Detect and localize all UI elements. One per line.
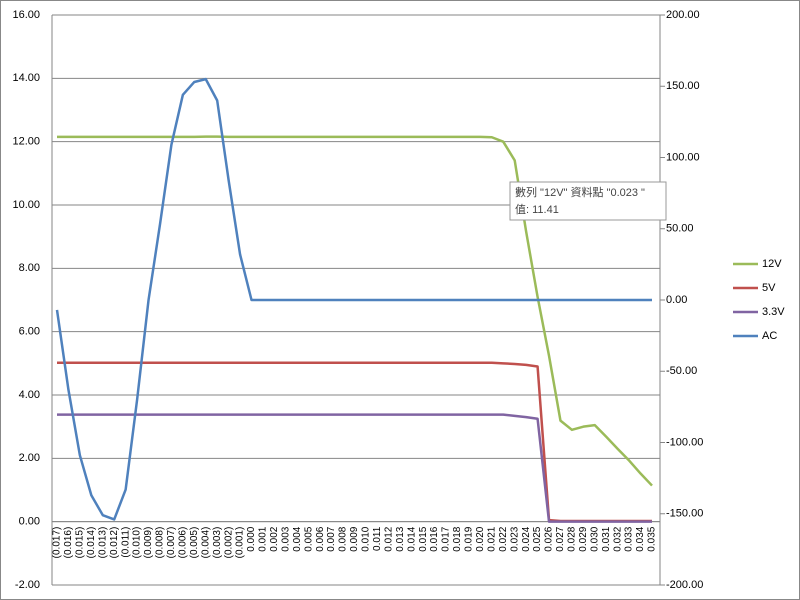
x-tick-label: (0.008) — [155, 527, 166, 559]
y-tick-label: 14.00 — [12, 72, 40, 84]
x-tick-label: (0.014) — [86, 527, 97, 559]
x-tick-label: 0.004 — [292, 526, 303, 551]
x-tick-label: 0.029 — [578, 526, 589, 551]
x-tick-label: 0.030 — [589, 526, 600, 551]
x-tick-label: (0.012) — [109, 527, 120, 559]
legend-label: 5V — [762, 282, 776, 294]
x-tick-label: 0.018 — [452, 526, 463, 551]
x-tick-label: (0.015) — [75, 527, 86, 559]
y2-tick-label: 100.00 — [666, 151, 700, 163]
y-tick-label: 8.00 — [19, 262, 40, 274]
legend-label: 3.3V — [762, 306, 785, 318]
x-tick-label: 0.019 — [464, 526, 475, 551]
y-tick-label: -2.00 — [15, 579, 40, 591]
x-tick-label: (0.009) — [143, 527, 154, 559]
x-tick-label: 0.032 — [612, 526, 623, 551]
y2-tick-label: -150.00 — [666, 508, 703, 520]
x-tick-label: (0.002) — [223, 527, 234, 559]
y-tick-label: 2.00 — [19, 452, 40, 464]
x-tick-label: (0.010) — [132, 527, 143, 559]
x-tick-label: 0.026 — [544, 526, 555, 551]
x-tick-label: 0.002 — [269, 526, 280, 551]
x-tick-label: 0.033 — [624, 526, 635, 551]
y2-tick-label: -200.00 — [666, 579, 703, 591]
x-tick-label: 0.006 — [315, 526, 326, 551]
x-tick-label: (0.007) — [166, 527, 177, 559]
y-tick-label: 16.00 — [12, 9, 40, 21]
x-tick-label: 0.007 — [326, 526, 337, 551]
x-tick-label: 0.008 — [338, 526, 349, 551]
x-tick-label: 0.017 — [441, 526, 452, 551]
y2-tick-label: -50.00 — [666, 365, 697, 377]
x-tick-label: (0.003) — [212, 527, 223, 559]
x-tick-label: 0.024 — [521, 526, 532, 551]
x-tick-label: 0.022 — [498, 526, 509, 551]
x-tick-label: 0.013 — [395, 526, 406, 551]
x-tick-label: (0.006) — [178, 527, 189, 559]
x-tick-label: (0.001) — [235, 527, 246, 559]
y2-tick-label: 50.00 — [666, 223, 694, 235]
x-tick-label: (0.017) — [52, 527, 63, 559]
series-line — [57, 135, 653, 487]
y-tick-label: 4.00 — [19, 389, 40, 401]
x-tick-label: 0.025 — [532, 526, 543, 551]
tooltip-box — [509, 181, 667, 221]
x-tick-label: 0.012 — [383, 526, 394, 551]
y2-tick-label: -100.00 — [666, 436, 703, 448]
legend-label: AC — [762, 330, 777, 342]
series-line — [57, 413, 652, 523]
x-tick-label: 0.027 — [555, 526, 566, 551]
y2-tick-label: 0.00 — [666, 294, 687, 306]
y-tick-label: 0.00 — [19, 516, 40, 528]
x-tick-label: 0.016 — [429, 526, 440, 551]
x-tick-label: (0.016) — [63, 527, 74, 559]
tooltip-text: 數列 "12V" 資料點 "0.023 " — [515, 185, 645, 199]
y-tick-label: 12.00 — [12, 136, 40, 148]
x-tick-label: 0.021 — [486, 526, 497, 551]
x-tick-label: 0.034 — [635, 526, 646, 551]
x-tick-label: 0.005 — [303, 526, 314, 551]
legend-label: 12V — [762, 258, 782, 270]
x-tick-label: 0.003 — [280, 526, 291, 551]
x-tick-label: 0.011 — [372, 526, 383, 551]
x-tick-label: 0.020 — [475, 526, 486, 551]
y-tick-label: 6.00 — [19, 326, 40, 338]
x-tick-label: 0.028 — [567, 526, 578, 551]
x-tick-label: 0.010 — [361, 526, 372, 551]
x-tick-label: 0.035 — [647, 526, 658, 551]
x-tick-label: 0.023 — [509, 526, 520, 551]
x-tick-label: 0.001 — [258, 526, 269, 551]
x-tick-label: 0.015 — [418, 526, 429, 551]
y2-tick-label: 200.00 — [666, 9, 700, 21]
x-tick-label: 0.000 — [246, 526, 257, 551]
x-tick-label: 0.009 — [349, 526, 360, 551]
y-tick-label: 10.00 — [12, 199, 40, 211]
tooltip-text: 值: 11.41 — [515, 203, 559, 216]
series-line — [57, 361, 652, 523]
x-tick-label: (0.004) — [200, 527, 211, 559]
x-tick-label: (0.011) — [120, 527, 131, 558]
x-tick-label: (0.013) — [97, 527, 108, 559]
x-tick-label: 0.031 — [601, 526, 612, 551]
y2-tick-label: 150.00 — [666, 80, 700, 92]
series-line — [55, 77, 652, 521]
x-tick-label: 0.014 — [406, 526, 417, 551]
x-tick-label: (0.005) — [189, 527, 200, 559]
